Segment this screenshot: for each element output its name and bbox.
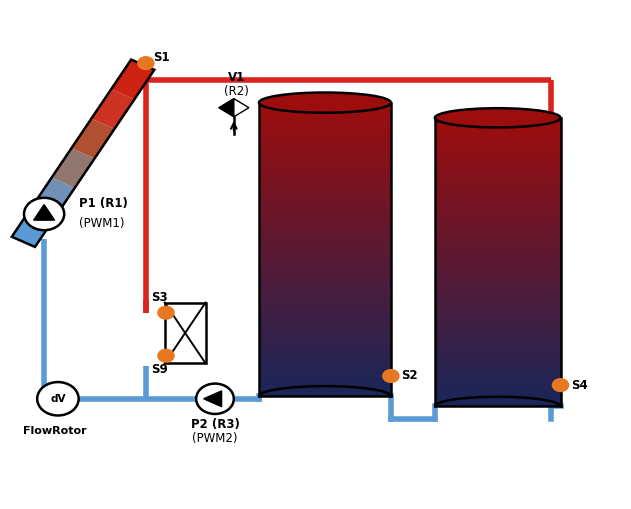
Text: FlowRotor: FlowRotor [23, 426, 86, 436]
Polygon shape [91, 89, 134, 129]
Polygon shape [32, 178, 74, 217]
Polygon shape [219, 99, 234, 117]
Text: (PWM2): (PWM2) [192, 432, 238, 445]
Circle shape [157, 305, 175, 320]
Polygon shape [71, 119, 115, 158]
Circle shape [196, 384, 234, 414]
Polygon shape [33, 205, 54, 220]
Polygon shape [12, 60, 155, 247]
Text: S4: S4 [571, 379, 587, 391]
Circle shape [551, 378, 569, 392]
Text: P2 (R3): P2 (R3) [191, 418, 239, 431]
Text: S2: S2 [401, 370, 418, 382]
Ellipse shape [435, 108, 560, 127]
Circle shape [37, 382, 79, 415]
Circle shape [24, 198, 64, 230]
FancyBboxPatch shape [165, 302, 206, 363]
Text: (PWM1): (PWM1) [79, 217, 124, 230]
Text: S3: S3 [151, 291, 168, 304]
Polygon shape [204, 391, 221, 407]
Polygon shape [234, 99, 249, 117]
Ellipse shape [259, 93, 391, 113]
Text: P1 (R1): P1 (R1) [79, 197, 127, 210]
Polygon shape [111, 60, 155, 99]
Polygon shape [52, 148, 95, 188]
Text: (R2): (R2) [224, 84, 249, 98]
Text: dV: dV [50, 394, 66, 404]
Circle shape [382, 369, 399, 383]
Text: S1: S1 [153, 50, 170, 64]
Polygon shape [12, 207, 55, 247]
Circle shape [157, 349, 175, 363]
Text: S9: S9 [151, 363, 168, 377]
Circle shape [137, 56, 155, 70]
Text: V1: V1 [228, 71, 245, 84]
